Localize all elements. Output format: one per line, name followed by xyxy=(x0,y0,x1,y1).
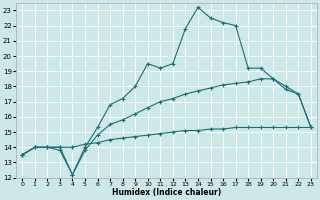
X-axis label: Humidex (Indice chaleur): Humidex (Indice chaleur) xyxy=(112,188,221,197)
